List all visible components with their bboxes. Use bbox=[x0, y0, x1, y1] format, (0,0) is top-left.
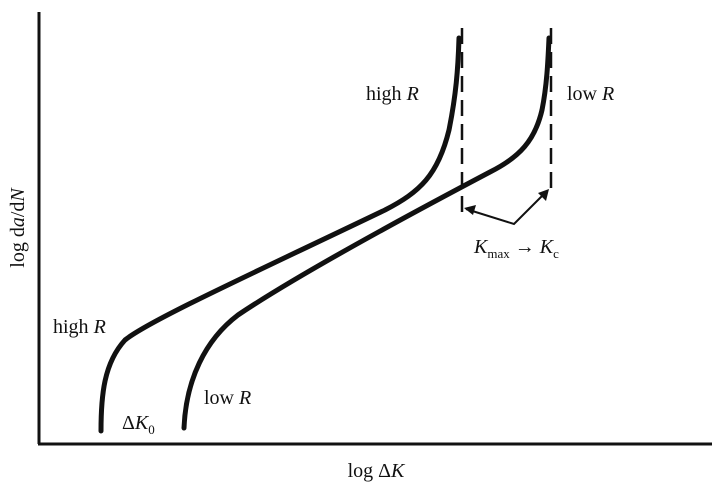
low-r-curve bbox=[181, 35, 552, 431]
kmax-to-kc-label: Kmax → Kc bbox=[473, 236, 559, 261]
axes bbox=[37, 12, 712, 446]
low-r-bottom-label: low R bbox=[204, 387, 251, 409]
arrow-line bbox=[465, 190, 548, 226]
high-r-top-label: high R bbox=[366, 83, 419, 105]
arrow-head-right bbox=[538, 189, 549, 201]
arrow-head-left bbox=[464, 205, 476, 215]
threshold-label: ΔK0 bbox=[122, 412, 155, 437]
high-r-bottom-label: high R bbox=[53, 316, 106, 338]
low-r-top-label: low R bbox=[567, 83, 614, 105]
x-axis-label: log ΔK bbox=[348, 460, 406, 482]
fracture-arrows bbox=[464, 189, 549, 226]
y-axis-label: log da/dN bbox=[7, 187, 29, 268]
high-r-curve bbox=[98, 35, 462, 434]
